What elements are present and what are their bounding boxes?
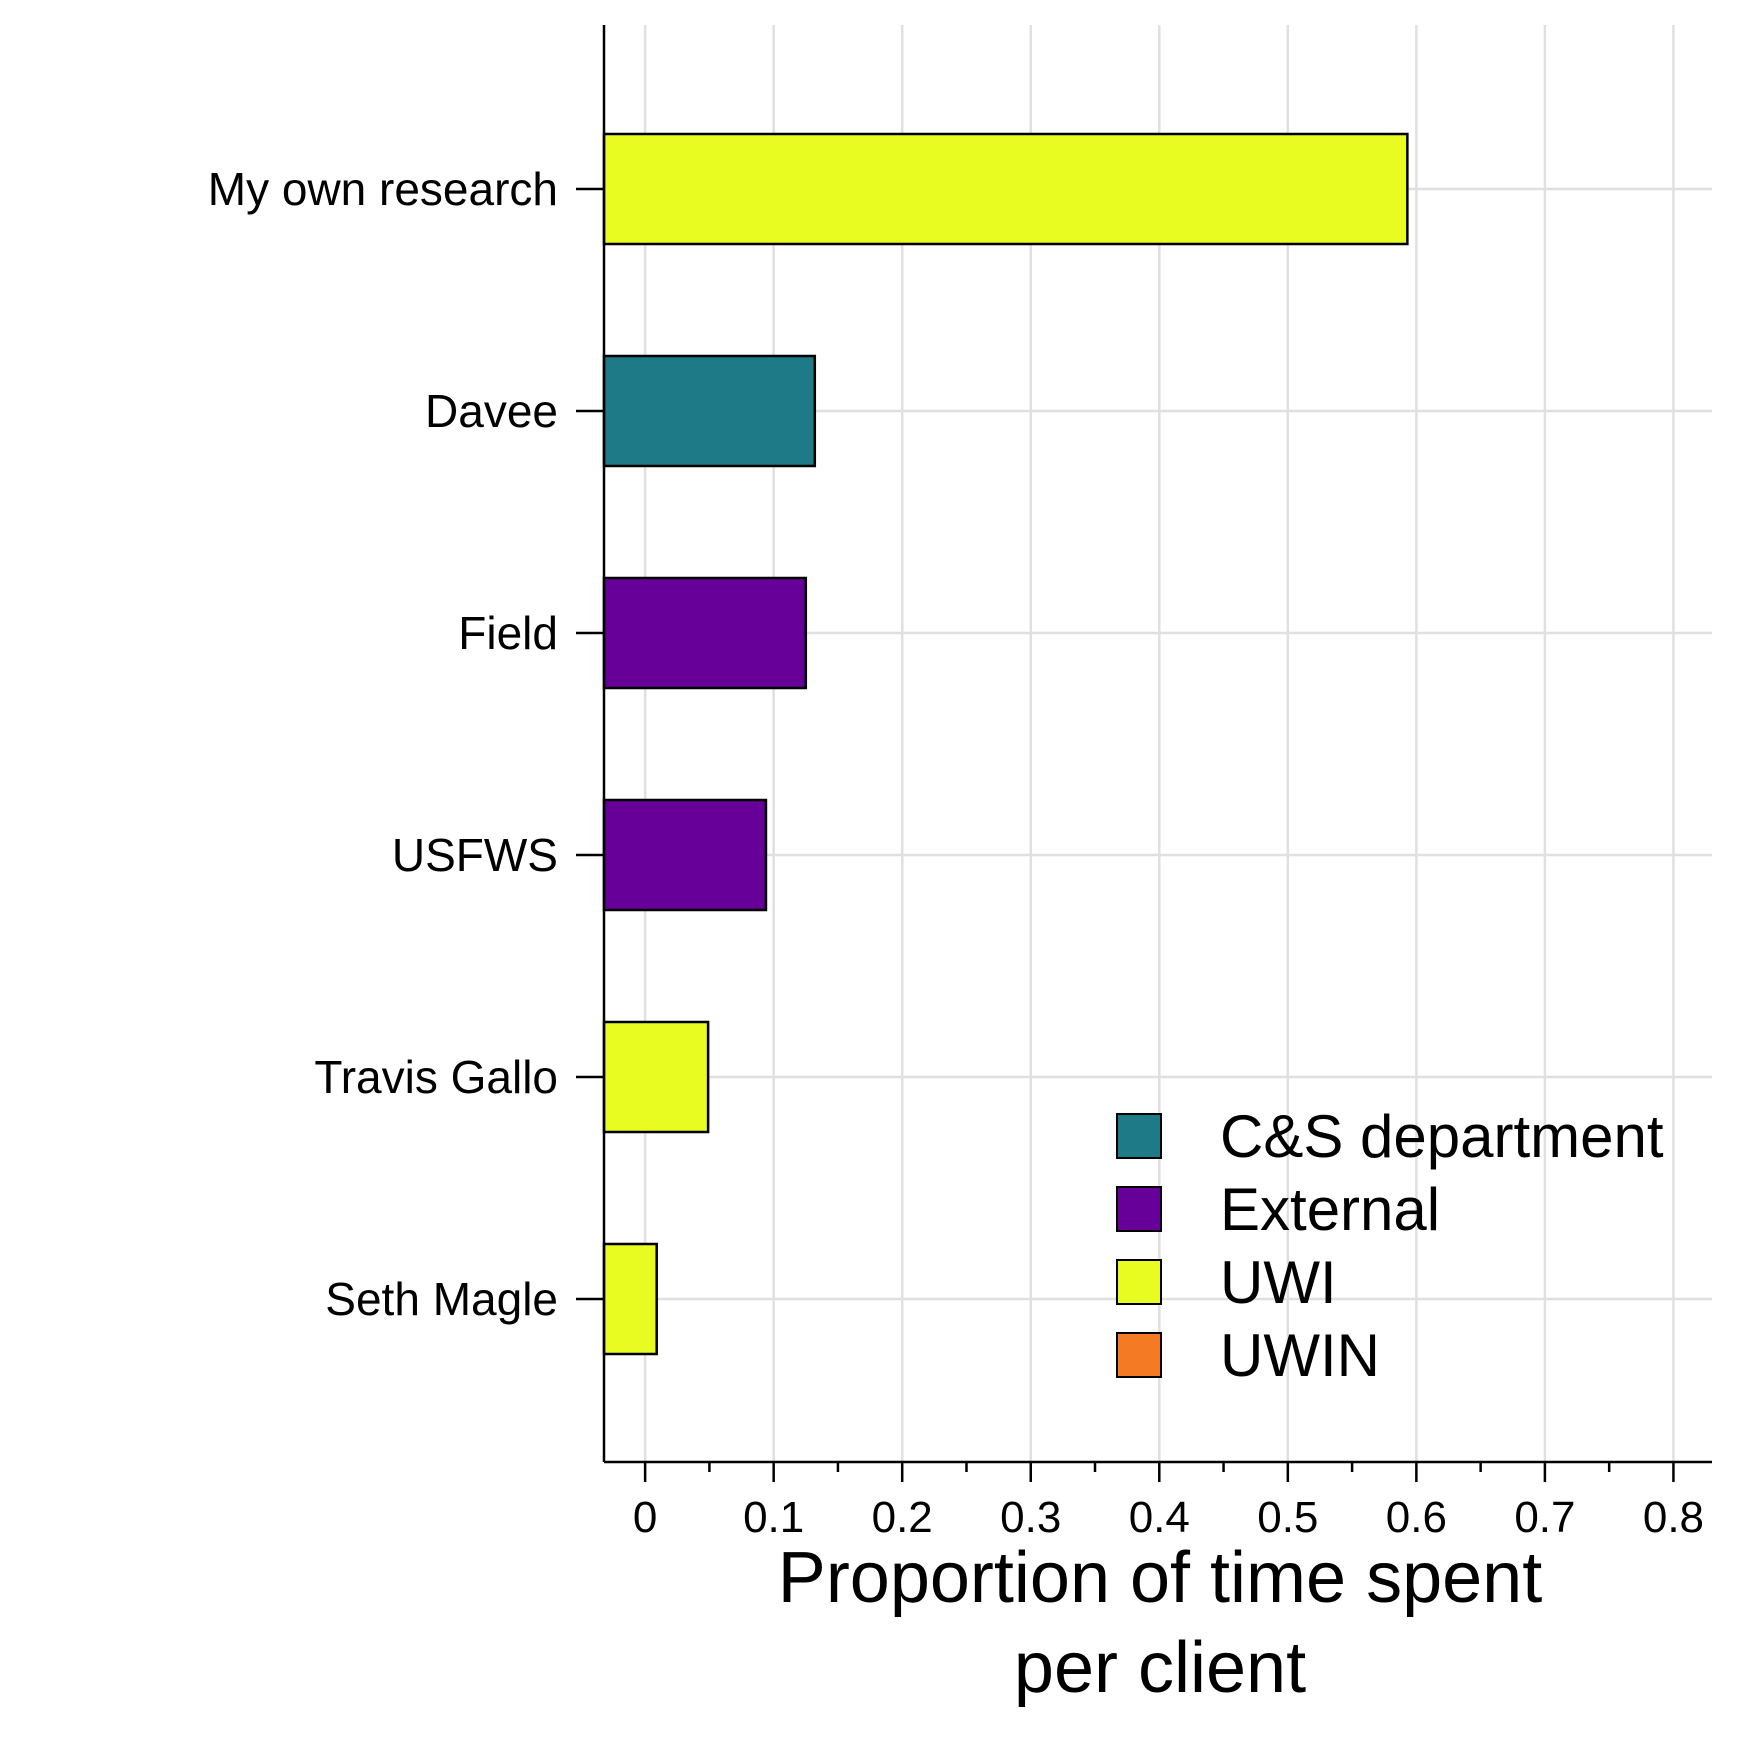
bar-my-own-research [602,132,1409,246]
legend-item-uwi: UWI [1116,1249,1337,1316]
legend-swatch-external [1116,1186,1162,1232]
x-tick-label-5: 0.5 [1257,1493,1318,1542]
category-label-usfws: USFWS [392,829,558,881]
legend-item-uwin: UWIN [1116,1322,1380,1389]
legend-swatch-uwi [1116,1259,1162,1305]
legend-label-uwi: UWI [1220,1249,1337,1316]
legend-item-c-s-department: C&S department [1116,1103,1664,1170]
x-tick-label-7: 0.7 [1514,1493,1575,1542]
legend-item-external: External [1116,1176,1440,1243]
bar-field [602,576,808,690]
x-axis-title-line-1: Proportion of time spent [778,1538,1542,1618]
bars [602,132,1409,1356]
axes [576,25,1712,1482]
category-label-davee: Davee [425,385,558,437]
x-tick-label-8: 0.8 [1643,1493,1704,1542]
legend-swatch-uwin [1116,1332,1162,1378]
category-label-travis-gallo: Travis Gallo [314,1051,558,1103]
legend-label-c-s-department: C&S department [1220,1103,1664,1170]
bar-davee [602,354,817,468]
x-tick-label-2: 0.2 [872,1493,933,1542]
x-tick-label-3: 0.3 [1000,1493,1061,1542]
x-tick-label-4: 0.4 [1129,1493,1190,1542]
bar-usfws [602,798,768,912]
legend-swatch-c-s-department [1116,1113,1162,1159]
tick-labels: 0 0.1 0.2 0.3 0.4 0.5 0.6 0.7 0.8 My own research… [208,163,1704,1542]
category-label-seth-magle: Seth Magle [325,1273,558,1325]
category-label-my-own-research: My own research [208,163,558,215]
x-tick-label-0: 0 [633,1493,657,1542]
legend-label-uwin: UWIN [1220,1322,1380,1389]
category-label-field: Field [458,607,558,659]
x-tick-label-1: 0.1 [743,1493,804,1542]
bar-seth-magle [602,1242,658,1356]
x-tick-label-6: 0.6 [1386,1493,1447,1542]
legend-label-external: External [1220,1176,1440,1243]
x-axis-title-line-2: per client [1014,1628,1306,1708]
bar-travis-gallo [602,1020,710,1134]
